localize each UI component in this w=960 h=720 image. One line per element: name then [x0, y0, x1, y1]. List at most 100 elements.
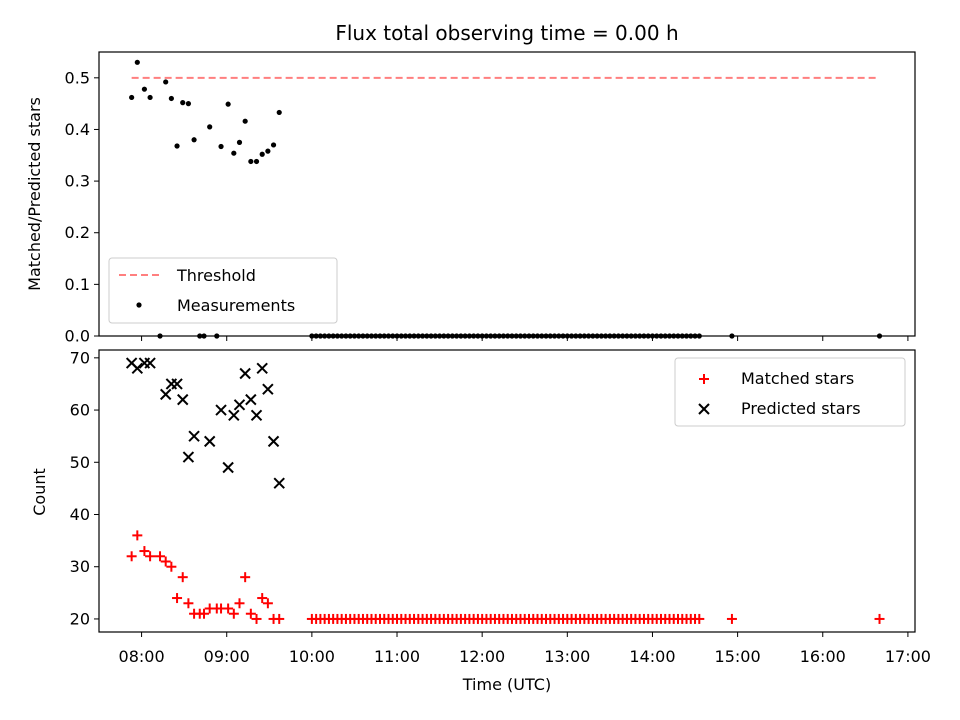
cross-b [245, 393, 257, 406]
cross-b [222, 461, 234, 474]
matched-star-point [257, 593, 268, 604]
matched-star-point [132, 530, 143, 541]
cross-b [228, 409, 240, 421]
matched-star-point [694, 613, 705, 624]
cross-b [177, 393, 189, 406]
matched-star-point [139, 546, 150, 557]
predicted-star-point [267, 435, 280, 448]
measurement-point [134, 59, 140, 65]
cross-b [159, 388, 172, 401]
predicted-star-point [171, 378, 183, 390]
top-legend-box [108, 257, 338, 324]
cross-b [144, 357, 156, 369]
bottom-x-axis-ticks: 08:00 09:00 10:00 11:00 12:00 13:00 14:00 15:00… [119, 632, 931, 666]
predicted-star-point [188, 430, 200, 442]
top-axes-frame [98, 51, 916, 337]
measurement-point [225, 101, 231, 107]
x-tick-label: 10:00 [289, 647, 335, 666]
cross-b [267, 435, 280, 448]
cross-b [239, 367, 251, 380]
bottom-y-tick-label: 50 [70, 453, 90, 472]
bottom-y-tick-label: 60 [70, 401, 90, 420]
measurement-point [265, 148, 271, 154]
legend-matched-label: Matched stars [741, 369, 854, 388]
x-axis-label: Time (UTC) [462, 675, 551, 694]
predicted-star-point [233, 399, 246, 411]
predicted-star-point [144, 357, 156, 369]
legend-measurements-swatch [136, 302, 142, 308]
top-y-axis-ticks: 0.0 0.1 0.2 0.3 0.4 0.5 [65, 68, 99, 346]
predicted-star-point [239, 367, 251, 380]
predicted-star-point [228, 409, 240, 421]
matched-star-point [166, 561, 177, 572]
measurement-point [236, 139, 243, 145]
bottom-y-tick-label: 30 [70, 557, 90, 576]
predicted-star-point [215, 404, 227, 416]
predicted-star-point [131, 362, 144, 374]
matched-star-point [183, 598, 194, 609]
cross-b [182, 451, 195, 463]
bottom-y-axis-label: Count [30, 468, 49, 516]
cross-b [215, 404, 227, 416]
x-tick-label: 08:00 [119, 647, 165, 666]
predicted-star-point [203, 435, 216, 448]
top-y-axis-label: Matched/Predicted stars [25, 97, 44, 291]
predicted-star-point [273, 477, 285, 489]
top-y-tick-label: 0.3 [65, 172, 90, 191]
predicted-star-point [250, 409, 263, 421]
bottom-y-axis-ticks: 20 30 40 50 60 70 [70, 348, 99, 628]
bottom-plot-area: 20 30 40 50 60 70 08:00 09:00 10:00 11:00 12:00 13… [30, 348, 931, 694]
matched-star-point [172, 593, 183, 604]
measurement-point [180, 100, 186, 106]
measurement-point [276, 109, 282, 116]
top-plot-area: 0.0 0.1 0.2 0.3 0.4 0.5 Matched/Predicted sta… [25, 51, 916, 346]
matched-star-point [274, 613, 285, 624]
matched-star-point [240, 572, 251, 583]
cross-b [188, 430, 200, 442]
bottom-plot-content [125, 357, 885, 624]
predicted-star-point [177, 393, 189, 406]
x-tick-label: 12:00 [459, 647, 505, 666]
legend-matched-marker [699, 374, 709, 384]
bottom-legend: Matched stars Predicted stars [674, 357, 906, 427]
measurement-point [207, 124, 213, 130]
x-tick-label: 17:00 [885, 647, 931, 666]
cross-b [131, 362, 144, 374]
cross-b [698, 403, 710, 415]
matched-star-point [234, 598, 245, 609]
legend-predicted-swatch [698, 403, 710, 415]
bottom-y-tick-label: 20 [70, 609, 90, 628]
cross-b [262, 383, 274, 395]
matched-star-point [223, 603, 234, 614]
measurement-point [231, 150, 237, 156]
legend-measurements-label: Measurements [177, 296, 295, 315]
top-legend: Threshold Measurements [108, 257, 338, 324]
cross-b [125, 357, 138, 369]
measurement-point [147, 94, 153, 101]
predicted-star-point [256, 362, 268, 374]
matched-star-point [126, 551, 137, 562]
matched-star-point [199, 608, 210, 619]
legend-predicted-marker [698, 403, 710, 415]
bottom-y-tick-label: 70 [70, 348, 90, 367]
top-y-tick-label: 0.5 [65, 68, 90, 87]
measurement-point [174, 143, 180, 149]
matched-star-point [874, 613, 885, 624]
measurement-point [141, 86, 148, 92]
top-y-tick-label: 0.1 [65, 275, 90, 294]
measurement-point [242, 118, 248, 124]
cross-b [171, 378, 183, 390]
measurement-point [248, 158, 254, 165]
legend-predicted-label: Predicted stars [741, 399, 861, 418]
legend-threshold-label: Threshold [176, 266, 256, 285]
measurement-point [163, 79, 169, 85]
predicted-star-point [182, 451, 195, 463]
x-tick-label: 09:00 [204, 647, 250, 666]
bottom-axes-frame [98, 349, 916, 633]
measurement-point [168, 95, 174, 102]
predicted-star-point [159, 388, 172, 401]
top-y-tick-label: 0.0 [65, 327, 90, 346]
bottom-legend-box [674, 357, 906, 427]
cross-b [203, 435, 216, 448]
matched-star-point [145, 551, 156, 562]
